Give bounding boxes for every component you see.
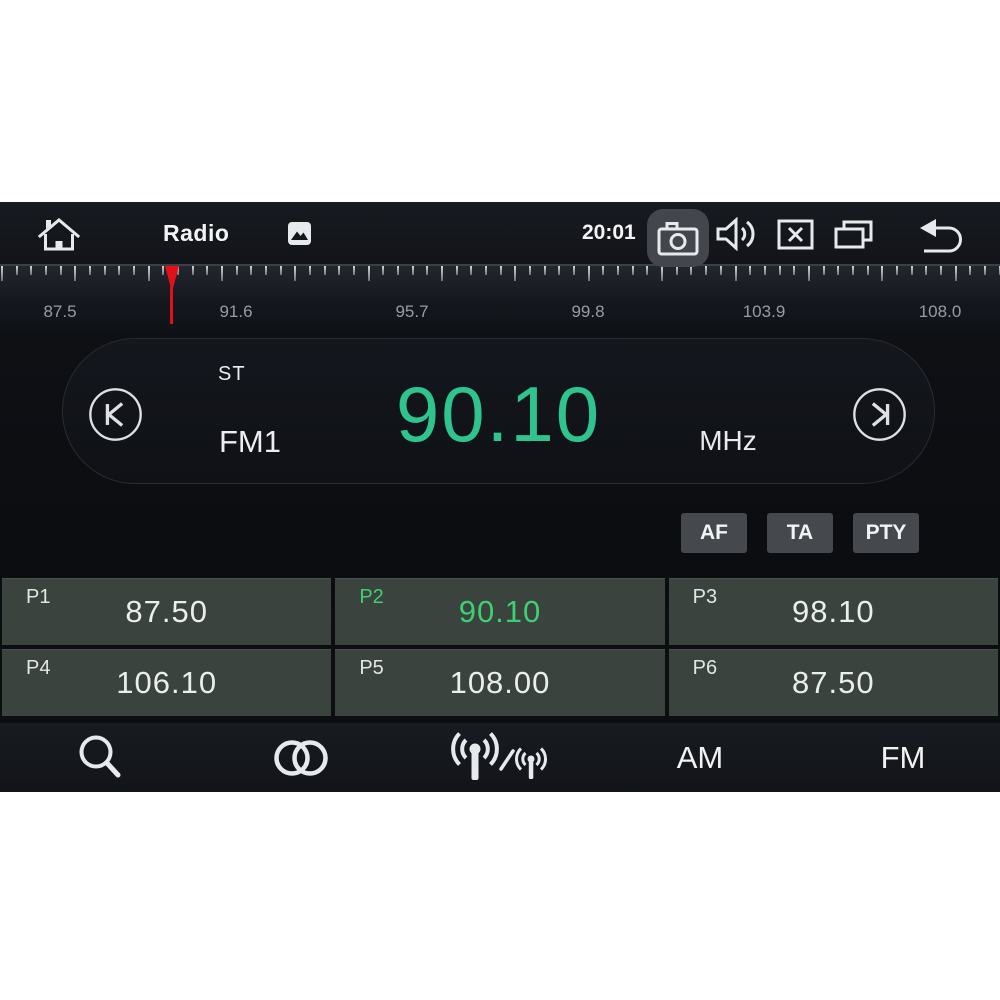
recent-apps-button[interactable] (832, 217, 874, 251)
preset-button-p5[interactable]: P5 108.00 (335, 649, 665, 716)
photo-button[interactable] (286, 220, 312, 246)
frequency-unit: MHz (699, 425, 757, 456)
seek-previous-button[interactable] (87, 386, 144, 443)
preset-id: P5 (359, 657, 384, 679)
preset-button-p3[interactable]: P3 98.10 (668, 578, 998, 645)
home-button[interactable] (33, 213, 85, 255)
search-icon (79, 735, 121, 777)
am-label: AM (676, 739, 724, 775)
scan-search-button[interactable] (60, 723, 140, 792)
page-title: Radio (163, 219, 230, 246)
pty-button[interactable]: PTY (853, 513, 919, 553)
fm-label: FM (880, 739, 926, 775)
preset-button-p4[interactable]: P4 106.10 (2, 649, 332, 716)
preset-id: P4 (26, 657, 51, 679)
stereo-mono-toggle-button[interactable] (255, 723, 345, 792)
rds-button-row: AF TA PTY (681, 513, 919, 553)
am-band-button[interactable]: AM (655, 723, 745, 792)
dx-loc-antenna-icon (451, 731, 547, 780)
preset-frequency: 87.50 (792, 665, 875, 700)
scale-label: 87.5 (43, 302, 77, 321)
preset-frequency: 98.10 (792, 594, 875, 629)
bottom-toolbar: AM FM (0, 723, 1000, 792)
seek-next-icon (853, 388, 906, 441)
status-clock: 20:01 (582, 221, 636, 244)
stereo-indicator: ST (218, 363, 246, 385)
preset-id: P1 (26, 586, 51, 608)
preset-frequency: 108.00 (449, 665, 551, 700)
scale-label: 108.0 (918, 302, 962, 321)
back-icon (920, 219, 962, 253)
preset-id: P6 (692, 657, 718, 679)
scale-label: 103.9 (742, 302, 786, 321)
scale-label: 95.7 (395, 302, 429, 321)
frequency-needle (164, 266, 179, 324)
preset-id: P2 (359, 586, 384, 608)
close-app-button[interactable] (776, 218, 814, 250)
volume-icon (716, 217, 755, 251)
seek-previous-icon (89, 388, 142, 441)
camera-button[interactable] (647, 209, 709, 267)
preset-frequency: 90.10 (458, 594, 542, 629)
frequency-display: ST FM1 90.10 MHz (62, 338, 935, 484)
preset-button-p1[interactable]: P1 87.50 (2, 578, 332, 645)
status-bar: Radio 20:01 (0, 202, 1000, 267)
photo-icon (287, 221, 311, 245)
preset-frequency: 106.10 (116, 665, 218, 700)
recent-apps-icon (834, 220, 872, 248)
tuning-scale[interactable]: 87.5 91.6 95.7 99.8 103.9 108.0 (0, 264, 1000, 333)
preset-grid: P1 87.50 P2 90.10 P3 98.10 P4 106.10 P5 … (2, 578, 998, 716)
seek-next-button[interactable] (851, 386, 908, 443)
back-button[interactable] (916, 216, 968, 254)
frequency-value: 90.10 (395, 370, 602, 458)
preset-id: P3 (692, 586, 718, 608)
home-icon (37, 218, 81, 251)
dx-loc-toggle-button[interactable] (440, 723, 560, 792)
preset-button-p2[interactable]: P2 90.10 (335, 578, 665, 645)
stereo-circles-icon (274, 739, 328, 776)
preset-frequency: 87.50 (125, 594, 208, 629)
close-app-icon (777, 219, 813, 249)
band-label: FM1 (219, 424, 281, 459)
radio-screen: Radio 20:01 (0, 202, 1000, 792)
scale-label: 91.6 (219, 302, 253, 321)
ta-button[interactable]: TA (767, 513, 833, 553)
fm-band-button[interactable]: FM (858, 723, 948, 792)
camera-icon (657, 222, 699, 256)
scale-label: 99.8 (571, 302, 605, 321)
af-button[interactable]: AF (681, 513, 747, 553)
volume-button[interactable] (714, 216, 760, 252)
preset-button-p6[interactable]: P6 87.50 (668, 649, 998, 716)
